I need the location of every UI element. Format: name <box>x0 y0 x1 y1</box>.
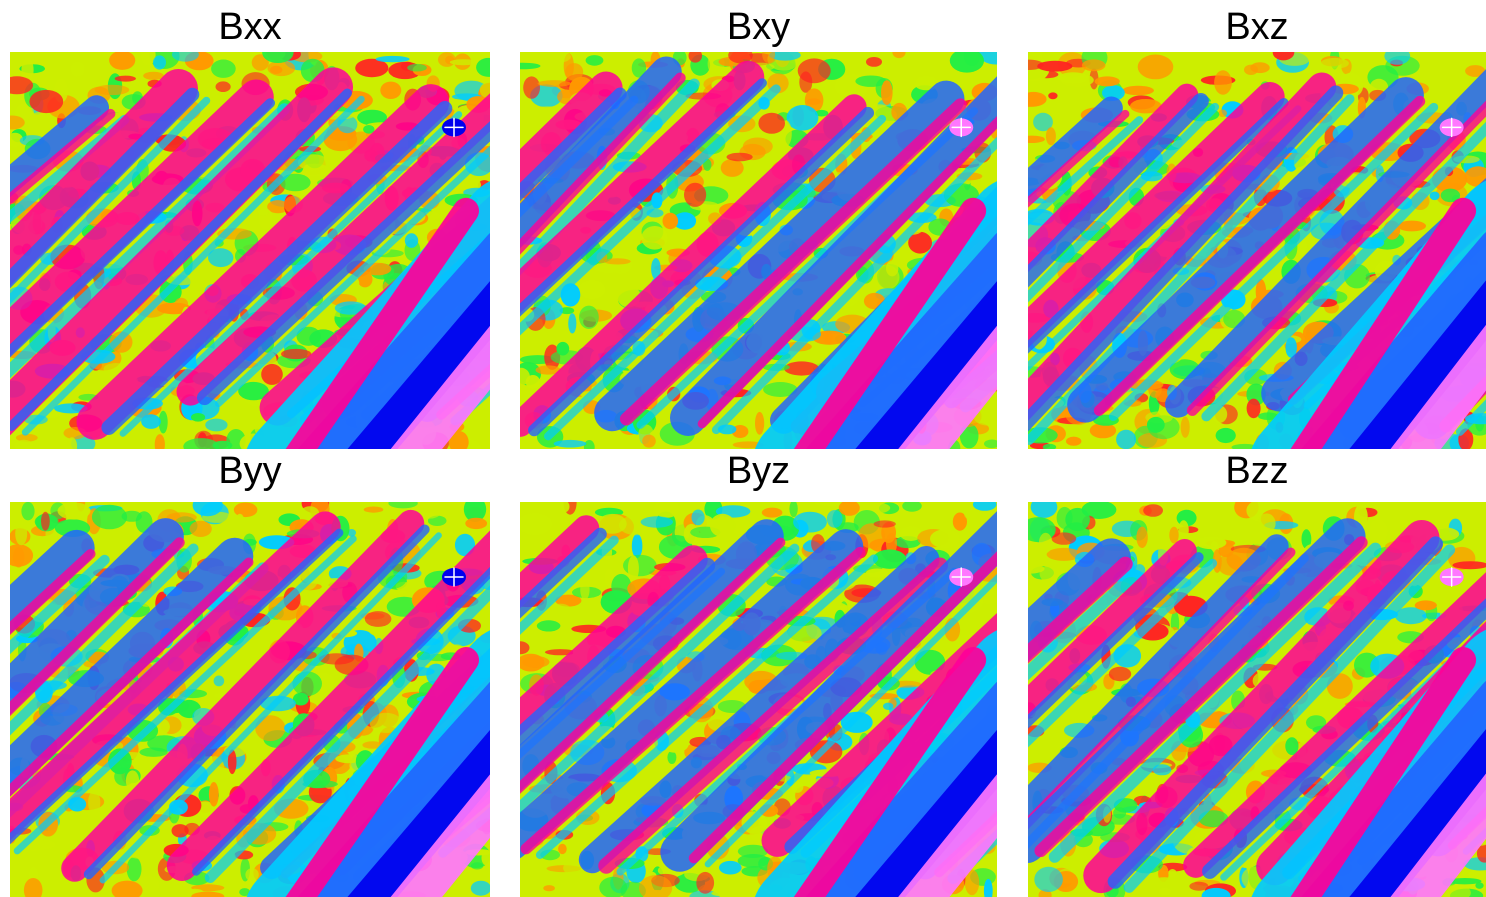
map-svg <box>10 52 490 449</box>
anomaly-map-image <box>10 52 490 449</box>
panel-title: Bxx <box>218 6 282 48</box>
map-svg <box>10 502 490 897</box>
map-svg <box>520 52 997 449</box>
anomaly-map-image <box>1028 52 1486 449</box>
panel-title: Bzz <box>1225 450 1289 492</box>
panel-title: Bxy <box>726 6 791 48</box>
anomaly-map-image <box>10 502 490 897</box>
panel-title: Bxz <box>1225 6 1289 48</box>
anomaly-map-image <box>1028 502 1486 897</box>
map-svg <box>1028 502 1486 897</box>
anomaly-map-image <box>520 502 997 897</box>
panel-title: Byy <box>218 450 282 492</box>
panel-title: Byz <box>726 450 791 492</box>
anomaly-map-image <box>520 52 997 449</box>
map-svg <box>520 502 997 897</box>
map-svg <box>1028 52 1486 449</box>
